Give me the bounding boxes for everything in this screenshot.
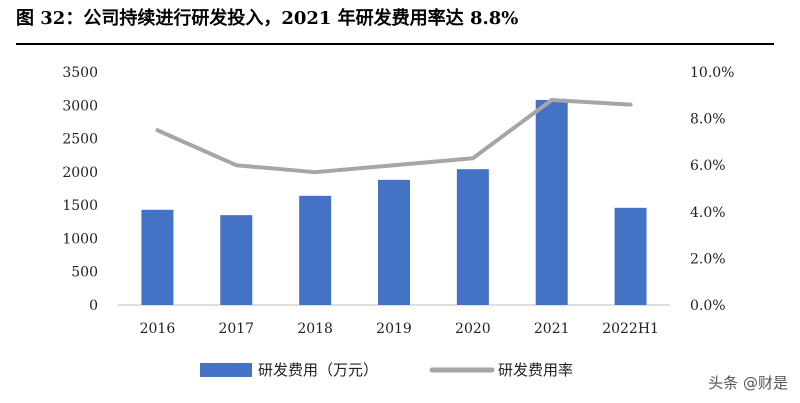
plot-area: 0 500 1000 1500 2000 2500 3000 3500 0.0% 2.0% 4.0%… — [62, 65, 734, 337]
bar-rd-expense — [456, 169, 489, 305]
watermark: 头条 @财是 — [708, 374, 788, 392]
point-rd-expense-ratio — [392, 163, 396, 167]
y-left-tick-label: 3500 — [62, 65, 98, 81]
y-left-tick-label: 2500 — [62, 132, 98, 148]
y-right-tick-label: 2.0% — [690, 251, 726, 267]
point-rd-expense-ratio — [550, 98, 554, 102]
y-right-tick-label: 6.0% — [690, 158, 726, 174]
legend-label-line: 研发费用率 — [498, 361, 573, 379]
figure-title: 图 32：公司持续进行研发投入，2021 年研发费用率达 8.8% — [16, 8, 519, 29]
point-rd-expense-ratio — [313, 170, 317, 174]
bar-rd-expense — [141, 209, 174, 305]
legend: 研发费用（万元） 研发费用率 — [200, 361, 573, 379]
x-tick-label: 2019 — [376, 321, 412, 337]
point-rd-expense-ratio — [234, 163, 238, 167]
x-tick-label: 2020 — [455, 321, 491, 337]
y-left-tick-label: 1500 — [62, 198, 98, 214]
y-left-tick-label: 3000 — [62, 98, 98, 114]
legend-swatch-bar — [200, 363, 252, 377]
bar-rd-expense — [535, 99, 568, 306]
point-rd-expense-ratio — [155, 128, 159, 132]
y-right-tick-label: 8.0% — [690, 112, 726, 128]
bar-rd-expense — [614, 207, 647, 305]
y-right-tick-label: 4.0% — [690, 205, 726, 221]
point-rd-expense-ratio — [471, 156, 475, 160]
y-left-tick-label: 2000 — [62, 165, 98, 181]
bar-rd-expense — [299, 195, 332, 305]
title-divider — [16, 43, 774, 45]
bar-rd-expense — [378, 179, 410, 305]
y-right-tick-label: 0.0% — [690, 298, 726, 314]
x-tick-label: 2017 — [218, 321, 254, 337]
y-left-tick-label: 1000 — [62, 231, 98, 247]
y-left-tick-label: 500 — [71, 265, 98, 281]
x-tick-label: 2016 — [140, 321, 176, 337]
x-tick-label: 2021 — [534, 321, 570, 337]
bar-rd-expense — [220, 215, 253, 305]
x-tick-label: 2022H1 — [602, 321, 659, 337]
point-rd-expense-ratio — [629, 103, 633, 107]
y-left-tick-label: 0 — [89, 298, 98, 314]
legend-label-bar: 研发费用（万元） — [258, 361, 378, 379]
x-tick-label: 2018 — [297, 321, 333, 337]
y-right-tick-label: 10.0% — [690, 65, 734, 81]
